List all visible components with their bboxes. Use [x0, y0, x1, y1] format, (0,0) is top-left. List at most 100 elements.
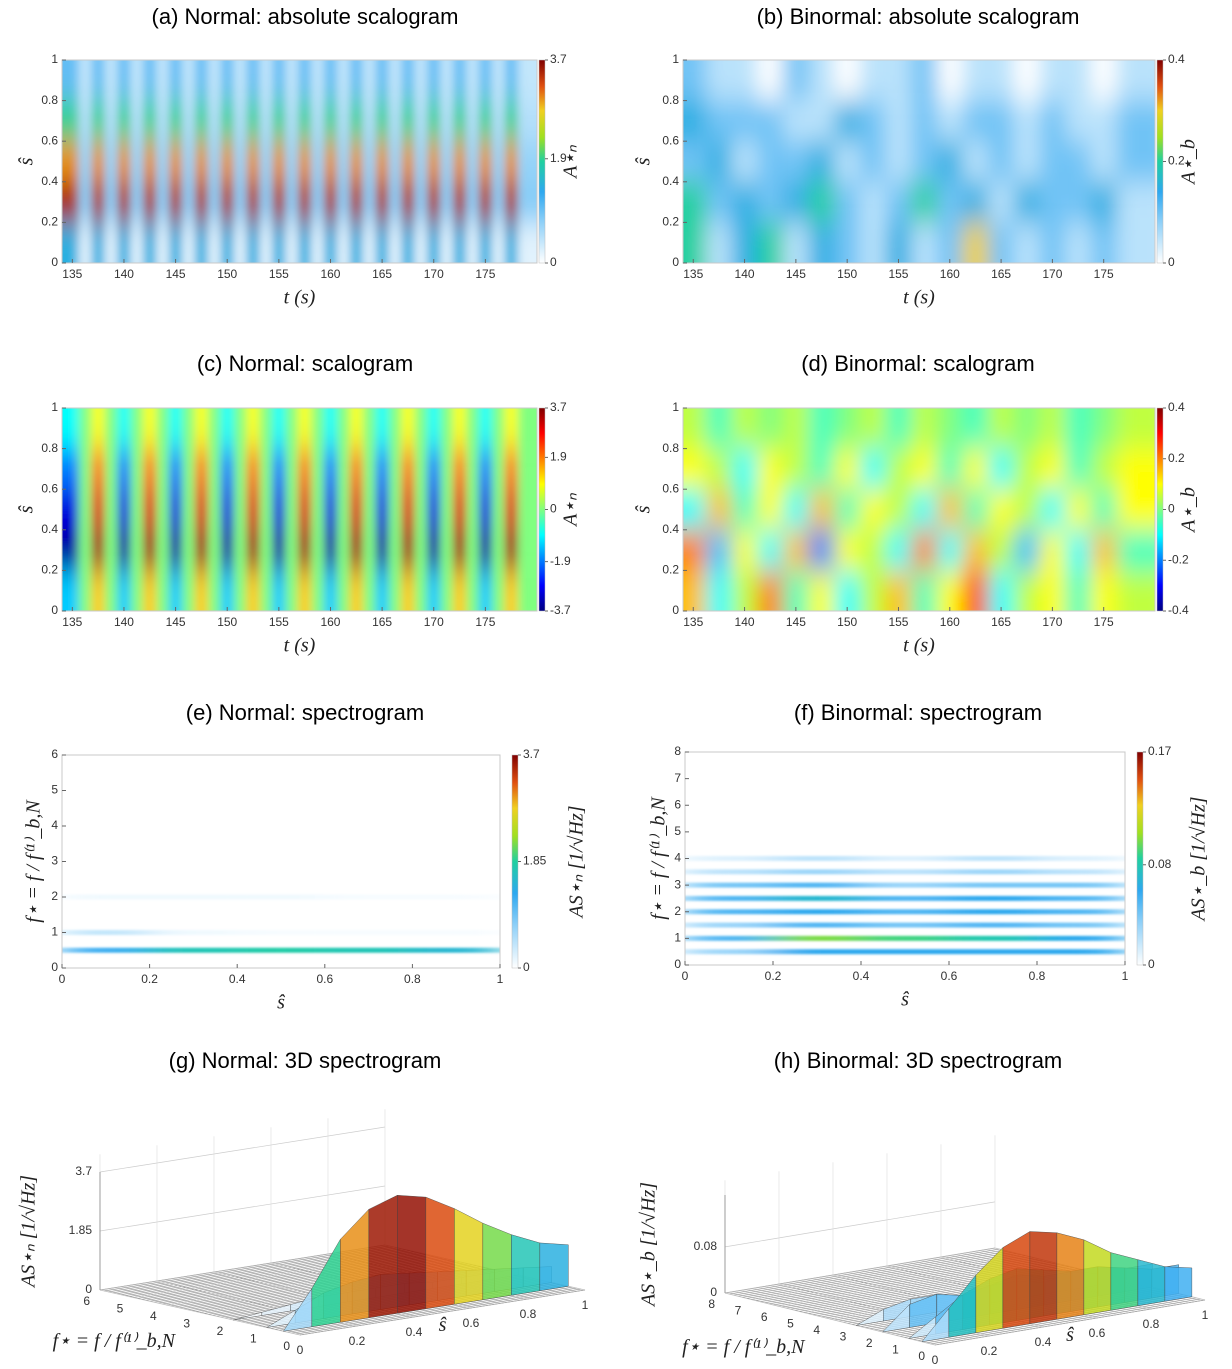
cell [233, 100, 247, 142]
cell [78, 141, 92, 182]
y-tick-label: 1 [250, 1332, 257, 1346]
cell [233, 448, 247, 490]
cell [808, 181, 835, 223]
cell [808, 570, 835, 611]
cell [220, 489, 234, 530]
y-tick-label: 0 [674, 957, 681, 971]
cell [773, 935, 861, 941]
plot-area [683, 60, 1155, 263]
cell [104, 529, 118, 571]
grid-line [934, 1299, 1206, 1346]
cell [401, 222, 415, 263]
cell [478, 141, 492, 182]
z-tick-label: 3.7 [75, 1164, 92, 1178]
cell [1013, 489, 1040, 530]
cell [207, 529, 221, 571]
cell [246, 181, 260, 223]
cell [401, 489, 415, 530]
cell [706, 60, 732, 101]
cell [885, 570, 912, 611]
x-tick-label: 0.8 [1143, 1317, 1160, 1331]
cell [62, 222, 79, 263]
cell [1039, 100, 1066, 142]
cell [936, 181, 963, 223]
cell [91, 489, 105, 530]
cell [78, 100, 92, 142]
cell [885, 181, 912, 223]
cell [1090, 181, 1117, 223]
cell [861, 869, 949, 875]
cell [466, 448, 479, 490]
y-tick-label: 8 [708, 1297, 715, 1311]
x-tick-label: 135 [62, 267, 82, 281]
cell [504, 141, 518, 182]
cell [298, 570, 312, 611]
colorbar [1156, 407, 1164, 612]
cell [936, 448, 963, 490]
y-tick-label: 1 [51, 400, 58, 414]
cell [808, 222, 835, 263]
cell [731, 570, 758, 611]
cell [91, 448, 105, 490]
cell [427, 181, 441, 223]
colorbar-tick-label: 0 [550, 502, 557, 516]
cell [861, 895, 949, 901]
cell [62, 100, 79, 142]
floor-mesh [733, 1249, 1004, 1296]
cell [220, 60, 234, 101]
y-tick-label: 0 [51, 255, 58, 269]
cell [182, 222, 195, 263]
cell [388, 222, 402, 263]
cell [885, 222, 912, 263]
cell [683, 529, 707, 571]
x-tick-label: 155 [269, 615, 289, 629]
cell [272, 60, 286, 101]
cell [936, 100, 963, 142]
cell [885, 448, 912, 490]
cell [1039, 141, 1066, 182]
cell [169, 222, 183, 263]
cell [783, 570, 809, 611]
cell [427, 529, 441, 571]
y-tick-label: 0.8 [41, 441, 58, 455]
cell [324, 181, 337, 223]
cell [453, 448, 467, 490]
cell [156, 570, 170, 611]
surface-strip [368, 1194, 398, 1318]
z-axis-label: AS⋆ₙ [1/√Hz] [18, 1175, 40, 1289]
cells [683, 60, 1155, 263]
cell [962, 222, 989, 263]
cell [156, 222, 170, 263]
x-tick-label: 145 [166, 267, 186, 281]
cell [233, 141, 247, 182]
cell [1065, 408, 1091, 449]
cell [336, 489, 350, 530]
cell [683, 222, 707, 263]
cell [414, 181, 428, 223]
cell [478, 60, 492, 101]
cell [272, 222, 286, 263]
cell [156, 448, 170, 490]
cell [453, 489, 467, 530]
cell [683, 60, 707, 101]
y-tick-label: 0.4 [41, 522, 58, 536]
cell [962, 489, 989, 530]
cell [504, 570, 518, 611]
x-tick-label: 175 [475, 615, 495, 629]
cell [375, 60, 389, 101]
cell [233, 222, 247, 263]
x-tick-label: 0.2 [981, 1344, 998, 1358]
cell [298, 181, 312, 223]
cell [757, 100, 784, 142]
cell [962, 448, 989, 490]
cell [414, 489, 428, 530]
z-tick-label: 1.85 [69, 1223, 93, 1237]
cell [143, 408, 157, 449]
cell [757, 570, 784, 611]
cell [143, 141, 157, 182]
cell [246, 141, 260, 182]
cell [440, 570, 454, 611]
cell [272, 100, 286, 142]
panel-title: (f) Binormal: spectrogram [794, 700, 1042, 725]
y-tick-label: 7 [735, 1304, 742, 1318]
